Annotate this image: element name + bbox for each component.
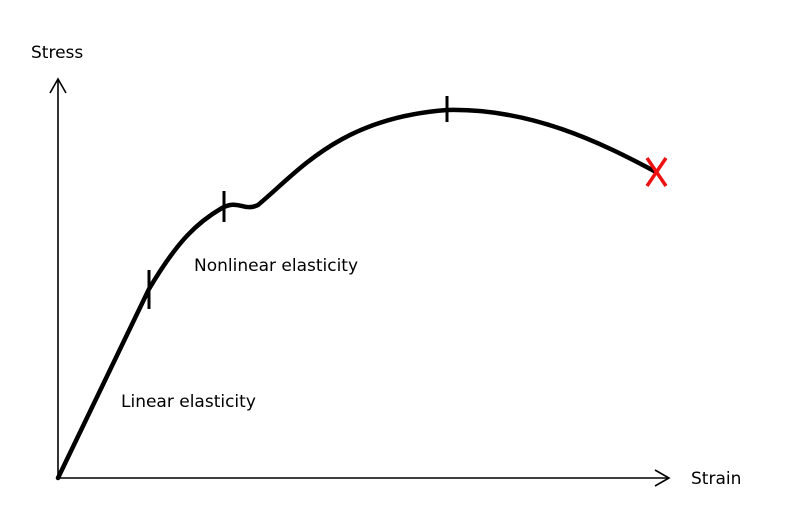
stress-strain-curve — [55, 107, 659, 481]
nonlinear-elasticity-label: Nonlinear elasticity — [194, 256, 359, 276]
x-axis-label: Strain — [691, 469, 742, 489]
fracture-x-mark-icon — [645, 157, 668, 187]
x-axis-arrowhead — [654, 469, 671, 487]
y-axis-label: Stress — [31, 43, 84, 63]
y-axis-arrowhead — [49, 77, 67, 94]
linear-elasticity-label: Linear elasticity — [121, 392, 256, 412]
